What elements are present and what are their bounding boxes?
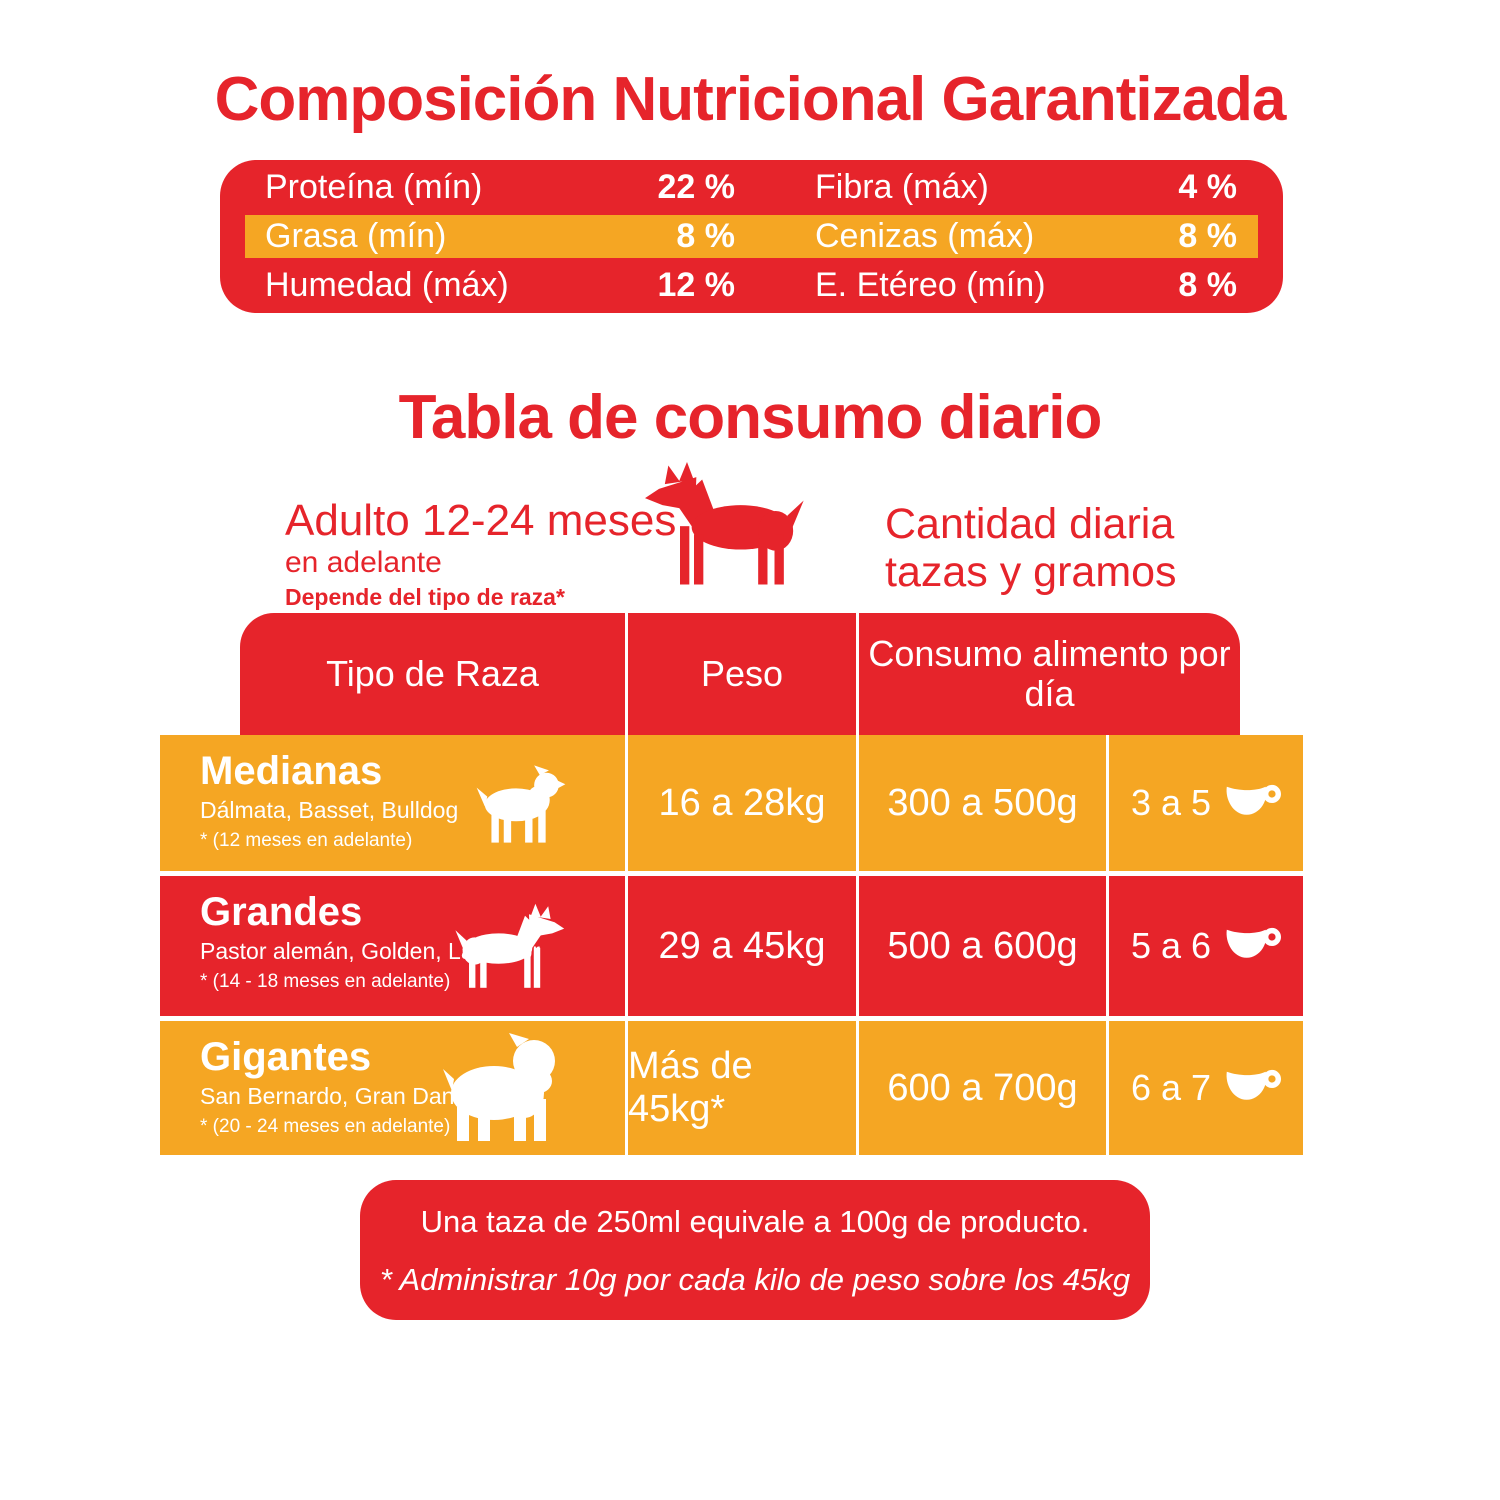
nutrition-row-fat-ash: Grasa (mín) 8 % Cenizas (máx) 8 % — [245, 215, 1258, 258]
cups-value: 3 a 5 — [1130, 782, 1212, 823]
ash-value: 8 % — [1178, 217, 1237, 255]
breed-cell-medianas: Medianas Dálmata, Basset, Bulldog * (12 … — [160, 735, 625, 871]
protein-value: 22 % — [657, 168, 736, 206]
header-cell-weight: Peso — [625, 613, 856, 735]
weight-cell: 29 a 45kg — [625, 876, 856, 1016]
food-per-day-cell: 600 a 700g — [856, 1021, 1106, 1155]
spaniel-dog-icon — [475, 761, 567, 847]
cups-cell: 3 a 5 — [1106, 735, 1303, 871]
fiber-label: Fibra (máx) — [815, 168, 989, 206]
age-group-title: Adulto 12-24 meses — [285, 496, 677, 545]
cups-value: 6 a 7 — [1130, 1067, 1212, 1108]
cups-cell: 5 a 6 — [1106, 876, 1303, 1016]
food-per-day-cell: 500 a 600g — [856, 876, 1106, 1016]
daily-quantity-label: Cantidad diaria tazas y gramos — [885, 500, 1177, 596]
header-cell-breed-type: Tipo de Raza — [326, 653, 539, 694]
age-note: * (12 meses en adelante) — [200, 830, 413, 851]
breed-cell-grandes: Grandes Pastor alemán, Golden, Labrador … — [160, 876, 625, 1016]
size-name: Grandes — [200, 890, 363, 934]
daily-quantity-line2: tazas y gramos — [885, 548, 1177, 596]
age-group-note: Depende del tipo de raza* — [285, 584, 565, 610]
food-per-day-cell: 300 a 500g — [856, 735, 1106, 871]
protein-label: Proteína (mín) — [265, 168, 483, 206]
size-name: Gigantes — [200, 1035, 372, 1079]
extra-weight-note: * Administrar 10g por cada kilo de peso … — [379, 1262, 1131, 1297]
weight-cell: Más de 45kg* — [625, 1021, 856, 1155]
age-group-subtitle: en adelante — [285, 546, 442, 579]
weight-cell: 16 a 28kg — [625, 735, 856, 871]
fat-value: 8 % — [676, 217, 735, 255]
daily-quantity-line1: Cantidad diaria — [885, 500, 1175, 548]
header-cell-daily-consumption: Consumo alimento por día — [856, 613, 1240, 735]
age-note: * (14 - 18 meses en adelante) — [200, 971, 451, 992]
cups-value: 5 a 6 — [1130, 925, 1212, 966]
breed-list: Dálmata, Basset, Bulldog — [200, 797, 459, 823]
consumption-table-header: Tipo de Raza Peso Consumo alimento por d… — [240, 613, 1240, 735]
age-group-block: Adulto 12-24 meses en adelante Depende d… — [285, 496, 676, 612]
doberman-dog-icon — [638, 462, 813, 588]
ash-label: Cenizas (máx) — [815, 217, 1035, 255]
moisture-label: Humedad (máx) — [265, 266, 509, 304]
size-name: Medianas — [200, 749, 383, 793]
table-row-medianas: Medianas Dálmata, Basset, Bulldog * (12 … — [160, 735, 1303, 871]
table-row-grandes: Grandes Pastor alemán, Golden, Labrador … — [160, 876, 1303, 1016]
ether-extract-label: E. Etéreo (mín) — [815, 266, 1046, 304]
cup-equivalence-note: Una taza de 250ml equivale a 100g de pro… — [420, 1204, 1090, 1239]
moisture-value: 12 % — [657, 266, 736, 304]
cups-cell: 6 a 7 — [1106, 1021, 1303, 1155]
ether-extract-value: 8 % — [1178, 266, 1237, 304]
table-row-gigantes: Gigantes San Bernardo, Gran Danés * (20 … — [160, 1021, 1303, 1155]
cup-icon — [1225, 783, 1281, 823]
fat-label: Grasa (mín) — [265, 217, 447, 255]
cup-icon — [1225, 926, 1281, 966]
breed-cell-gigantes: Gigantes San Bernardo, Gran Danés * (20 … — [160, 1021, 625, 1155]
section-title-daily-consumption: Tabla de consumo diario — [398, 383, 1103, 452]
consumption-table-body: Medianas Dálmata, Basset, Bulldog * (12 … — [160, 735, 1303, 1160]
fiber-value: 4 % — [1178, 168, 1237, 206]
doberman-dog-icon — [453, 898, 565, 996]
footer-note-box: Una taza de 250ml equivale a 100g de pro… — [360, 1180, 1150, 1320]
nutrition-composition-box: Proteína (mín) 22 % Fibra (máx) 4 % Gras… — [220, 160, 1283, 313]
cup-icon — [1225, 1068, 1281, 1108]
age-note: * (20 - 24 meses en adelante) — [200, 1116, 451, 1137]
mastiff-dog-icon — [441, 1031, 563, 1143]
page-title: Composición Nutricional Garantizada — [214, 65, 1287, 134]
nutrition-row-moisture-ether: Humedad (máx) 12 % E. Etéreo (mín) 8 % — [220, 258, 1283, 313]
nutrition-row-protein-fiber: Proteína (mín) 22 % Fibra (máx) 4 % — [220, 160, 1283, 215]
breed-list: San Bernardo, Gran Danés — [200, 1083, 479, 1109]
